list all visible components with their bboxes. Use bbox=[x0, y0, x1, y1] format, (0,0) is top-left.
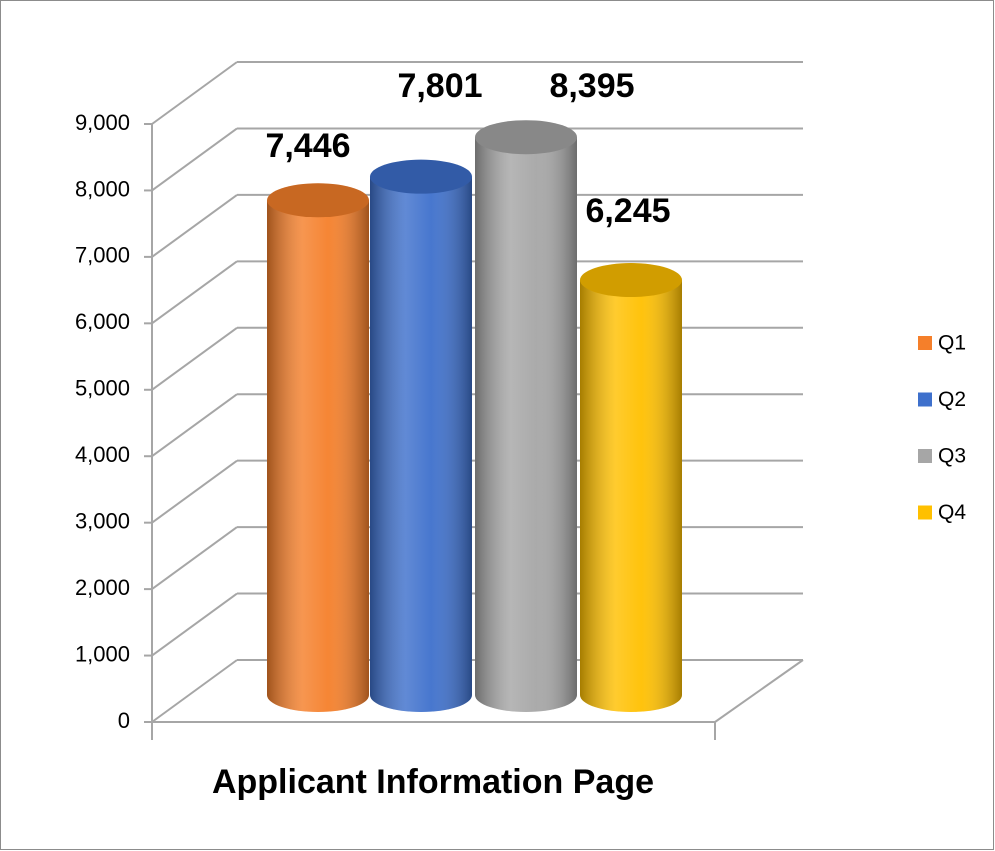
legend-label: Q4 bbox=[938, 501, 966, 524]
bar-shade bbox=[267, 200, 369, 712]
y-tick-label: 1,000 bbox=[75, 641, 130, 666]
y-tick-label: 5,000 bbox=[75, 376, 130, 401]
grid-line-side bbox=[151, 592, 238, 657]
grid-line-side bbox=[151, 260, 238, 325]
bar-top-shade bbox=[267, 183, 369, 218]
y-tick-label: 3,000 bbox=[75, 508, 130, 533]
grid-line-side bbox=[151, 326, 238, 391]
y-tick-label: 2,000 bbox=[75, 575, 130, 600]
bar-top-shade bbox=[370, 159, 472, 194]
bar-shade bbox=[580, 280, 682, 712]
data-label: 8,395 bbox=[549, 67, 634, 105]
legend-label: Q1 bbox=[938, 332, 966, 355]
grid-line-side bbox=[151, 459, 238, 524]
bar-shade bbox=[370, 176, 472, 712]
legend-swatch bbox=[918, 392, 932, 407]
legend-label: Q2 bbox=[938, 388, 966, 411]
data-label: 7,801 bbox=[397, 67, 482, 105]
x-axis-label: Applicant Information Page bbox=[212, 763, 654, 801]
y-tick-label: 9,000 bbox=[75, 110, 130, 135]
grid-line-side bbox=[151, 127, 238, 192]
data-label: 6,245 bbox=[585, 192, 670, 230]
legend-swatch bbox=[918, 505, 932, 520]
floor-right bbox=[714, 659, 804, 723]
legend-label: Q3 bbox=[938, 445, 966, 468]
bar-top-shade bbox=[475, 120, 577, 155]
grid-line-side bbox=[151, 526, 238, 590]
bar-top bbox=[267, 183, 369, 218]
grid-line-side bbox=[151, 194, 238, 258]
data-label: 7,446 bbox=[265, 127, 350, 165]
legend-swatch bbox=[918, 449, 932, 463]
grid-line-side bbox=[151, 659, 238, 723]
grid-line-side bbox=[151, 61, 238, 125]
y-tick-label: 4,000 bbox=[75, 442, 130, 467]
legend-swatch bbox=[918, 336, 932, 350]
y-tick-label: 7,000 bbox=[75, 243, 130, 268]
bar-top bbox=[580, 263, 682, 298]
bar-top bbox=[370, 159, 472, 194]
bar-top bbox=[475, 120, 577, 155]
bar-shade bbox=[475, 137, 577, 713]
y-tick-label: 6,000 bbox=[75, 309, 130, 334]
y-tick-label: 8,000 bbox=[75, 176, 130, 201]
bar-top-shade bbox=[580, 263, 682, 298]
grid-line-side bbox=[151, 393, 238, 458]
y-tick-label: 0 bbox=[118, 708, 130, 733]
